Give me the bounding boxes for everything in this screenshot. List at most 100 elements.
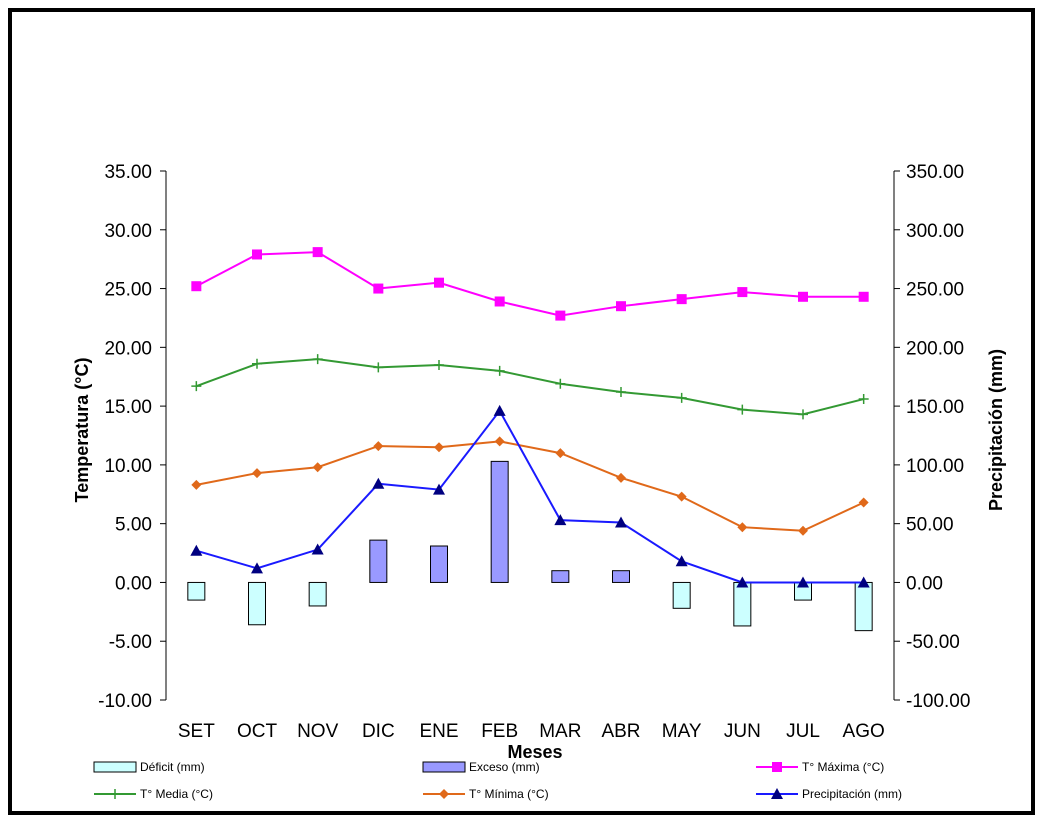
y-right-tick-label: 100.00 (906, 456, 964, 477)
point (554, 514, 567, 526)
x-axis-title: Meses (507, 742, 562, 762)
point (439, 789, 449, 799)
point (494, 296, 505, 307)
series-line (196, 440, 865, 532)
point (772, 762, 782, 772)
point (676, 294, 687, 305)
legend-label: T° Máxima (°C) (802, 760, 884, 774)
chart-frame (8, 8, 1035, 815)
point (312, 462, 323, 473)
legend-label: Exceso (mm) (469, 760, 540, 774)
y-right-tick-label: 0.00 (906, 573, 943, 594)
bar (248, 581, 266, 626)
point (252, 468, 262, 479)
point (372, 477, 385, 489)
point (252, 358, 262, 369)
y-right-tick-label: 300.00 (906, 221, 964, 242)
y-left-tick-label: 5.00 (115, 515, 152, 536)
x-tick-label: FEB (481, 721, 518, 742)
y-left-tick-label: 35.00 (104, 162, 152, 183)
point (190, 544, 203, 556)
y-right-tick-label: 250.00 (906, 280, 964, 301)
x-tick-label: SET (178, 721, 215, 742)
x-tick-label: ENE (419, 721, 458, 742)
point (555, 310, 566, 321)
point (858, 291, 869, 302)
y-left-tick-label: 10.00 (104, 456, 152, 477)
point (433, 483, 445, 495)
legend-label: Precipitación (mm) (802, 787, 902, 801)
x-tick-label: JUL (786, 721, 820, 742)
bar (308, 581, 327, 607)
point (434, 277, 444, 288)
y-right-tick-label: -100.00 (906, 691, 970, 712)
x-tick-label: DIC (362, 721, 395, 742)
bar (854, 581, 873, 632)
x-tick-label: JUN (724, 721, 761, 742)
axes: 35.00 30.00 25.00 20.00 15.00 10.00 5.00 0.00 -5… (98, 162, 970, 742)
y-right-tick-label: 350.00 (906, 162, 964, 183)
bar (369, 539, 388, 583)
point (798, 409, 808, 420)
y-right-tick-label: -50.00 (906, 632, 960, 653)
x-tick-label: ABR (601, 721, 640, 742)
point (191, 281, 202, 292)
x-tick-label: AGO (843, 721, 885, 742)
point (616, 472, 626, 483)
y-left-tick-label: 15.00 (104, 397, 152, 418)
point (373, 441, 384, 452)
point (311, 543, 324, 555)
y-left-tick-label: 0.00 (115, 573, 152, 594)
point (797, 576, 809, 588)
x-tick-label: NOV (297, 721, 339, 742)
legend-swatch (93, 761, 137, 773)
bar (612, 570, 630, 583)
point (373, 283, 384, 294)
point (798, 525, 808, 536)
point (737, 522, 748, 533)
plot-area (187, 247, 873, 632)
y-left-tick-label: -5.00 (109, 632, 152, 653)
point (555, 448, 566, 459)
point (373, 362, 384, 373)
bar (187, 581, 206, 601)
point (771, 788, 783, 799)
point (616, 301, 626, 312)
point (858, 394, 869, 405)
series-line (195, 251, 864, 317)
bar (551, 570, 570, 583)
y-axis-right-title: Precipitación (mm) (986, 349, 1006, 511)
point (676, 491, 687, 502)
point (798, 291, 808, 302)
legend-label: Déficit (mm) (140, 760, 205, 774)
y-left-tick-label: 25.00 (104, 280, 152, 301)
point (312, 354, 323, 365)
point (676, 392, 687, 403)
point (858, 497, 869, 508)
point (251, 562, 263, 574)
point (252, 249, 262, 260)
y-right-tick-label: 50.00 (906, 515, 954, 536)
legend-swatch (422, 761, 466, 773)
point (191, 381, 202, 392)
bar (672, 581, 691, 609)
point (110, 789, 120, 799)
series-line (195, 358, 864, 416)
y-right-tick-label: 200.00 (906, 338, 964, 359)
x-tick-label: MAY (662, 721, 702, 742)
point (555, 378, 566, 389)
point (675, 555, 688, 567)
point (493, 404, 506, 416)
point (494, 365, 505, 376)
point (615, 516, 627, 528)
y-left-tick-label: -10.00 (98, 691, 152, 712)
legend: Déficit (mm) Exceso (mm) T° Máxima (°C) T° … (93, 760, 902, 801)
series-line (196, 408, 864, 584)
y-right-tick-label: 150.00 (906, 397, 964, 418)
x-tick-label: OCT (237, 721, 278, 742)
point (434, 442, 444, 453)
legend-label: T° Mínima (°C) (469, 787, 549, 801)
point (736, 576, 749, 588)
y-left-tick-label: 20.00 (104, 338, 152, 359)
